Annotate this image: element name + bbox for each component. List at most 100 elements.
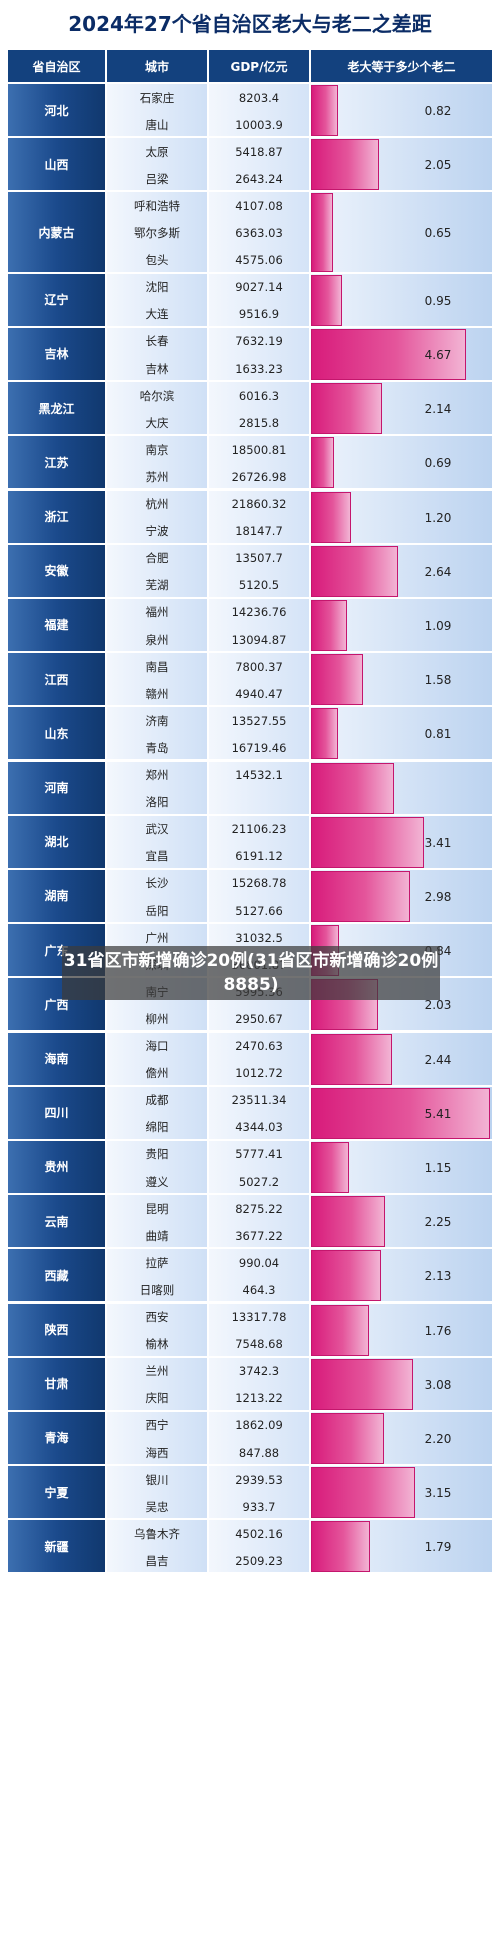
city-column-bg	[107, 1249, 207, 1303]
gdp-value: 13317.78	[231, 1310, 287, 1325]
city-name: 广州	[145, 930, 169, 945]
gdp-value: 1633.23	[235, 361, 283, 376]
city-name: 曲靖	[145, 1228, 169, 1243]
province-cell: 江西	[8, 653, 105, 707]
gdp-value: 1012.72	[235, 1066, 283, 1081]
province-cell: 海南	[8, 1032, 105, 1086]
city-column-bg	[107, 490, 207, 544]
city-name: 庆阳	[145, 1391, 169, 1406]
ratio-label: 5.41	[424, 1106, 452, 1121]
ratio-bar	[311, 193, 333, 272]
province-cell: 宁夏	[8, 1466, 105, 1520]
city-name: 遵义	[145, 1174, 169, 1189]
city-name: 拉萨	[145, 1255, 169, 1270]
city-column-bg	[107, 327, 207, 382]
gdp-value: 14532.1	[235, 768, 283, 783]
column-header: 老大等于多少个老二	[311, 50, 492, 82]
ratio-column-bg	[311, 707, 492, 761]
city-name: 杭州	[145, 497, 169, 512]
province-cell: 江苏	[8, 436, 105, 490]
province-cell: 湖南	[8, 869, 105, 924]
gdp-value: 6191.12	[235, 849, 283, 864]
city-name: 宜昌	[145, 849, 169, 864]
gdp-column-bg	[209, 436, 309, 490]
city-column-bg	[107, 761, 207, 815]
ratio-bar	[311, 1304, 370, 1356]
ratio-label: 1.20	[424, 510, 452, 525]
province-cell: 内蒙古	[8, 192, 105, 273]
city-name: 苏州	[145, 469, 169, 484]
city-column-bg	[107, 1303, 207, 1357]
gdp-column-bg	[209, 1520, 309, 1574]
city-name: 宁波	[145, 524, 169, 539]
city-name: 合肥	[145, 551, 169, 566]
gdp-value: 8275.22	[235, 1201, 283, 1216]
city-name: 岳阳	[145, 903, 169, 918]
gdp-value: 933.7	[242, 1499, 276, 1514]
gdp-column-bg	[209, 1086, 309, 1140]
ratio-bar	[311, 1521, 371, 1573]
gdp-value: 4940.47	[235, 686, 283, 701]
ratio-label: 0.65	[424, 226, 452, 241]
city-column-bg	[107, 138, 207, 192]
city-name: 洛阳	[145, 795, 169, 810]
city-name: 赣州	[145, 686, 169, 701]
ratio-label: 2.03	[424, 998, 452, 1013]
province-cell: 山西	[8, 138, 105, 192]
city-name: 乌鲁木齐	[134, 1526, 180, 1541]
gdp-column-bg	[209, 1466, 309, 1520]
gdp-value: 21106.23	[231, 822, 287, 837]
gdp-column-bg	[209, 707, 309, 761]
city-name: 呼和浩特	[134, 198, 180, 213]
city-column-bg	[107, 84, 207, 138]
ratio-bar	[311, 1196, 386, 1248]
ratio-label: 1.09	[424, 618, 452, 633]
gdp-column-bg	[209, 761, 309, 815]
ratio-bar	[311, 274, 343, 326]
city-name: 吕梁	[145, 171, 169, 186]
city-name: 太原	[145, 144, 169, 159]
gdp-value: 5127.66	[235, 903, 283, 918]
gdp-value: 4107.08	[235, 198, 283, 213]
ratio-label: 4.67	[424, 347, 452, 362]
city-column-bg	[107, 1140, 207, 1195]
gdp-column-bg	[209, 327, 309, 382]
province-cell: 新疆	[8, 1520, 105, 1574]
city-column-bg	[107, 1520, 207, 1574]
gdp-value: 2939.53	[235, 1472, 283, 1487]
gdp-value: 10003.9	[235, 117, 283, 132]
city-name: 福州	[145, 605, 169, 620]
ratio-label: 0.81	[424, 727, 452, 742]
gdp-value: 4575.06	[235, 253, 283, 268]
province-cell: 福建	[8, 598, 105, 653]
gdp-value: 7800.37	[235, 659, 283, 674]
province-cell: 陕西	[8, 1303, 105, 1357]
city-column-bg	[107, 707, 207, 761]
city-name: 吴忠	[145, 1499, 169, 1514]
gdp-column-bg	[209, 869, 309, 924]
gdp-value: 4502.16	[235, 1526, 283, 1541]
ratio-bar	[311, 85, 339, 137]
ratio-bar	[311, 328, 466, 381]
ratio-label: 1.76	[424, 1323, 452, 1338]
ratio-label: 2.13	[424, 1269, 452, 1284]
gdp-value: 23511.34	[231, 1093, 287, 1108]
gdp-value: 7632.19	[235, 334, 283, 349]
gdp-value: 3742.3	[238, 1364, 280, 1379]
gdp-value: 2509.23	[235, 1553, 283, 1568]
city-name: 西宁	[145, 1418, 169, 1433]
ratio-label: 3.15	[424, 1486, 452, 1501]
gdp-value: 1862.09	[235, 1418, 283, 1433]
gdp-value: 6016.3	[238, 388, 280, 403]
ratio-label: 0.69	[424, 456, 452, 471]
gdp-value: 5027.2	[238, 1174, 280, 1189]
ratio-column-bg	[311, 436, 492, 490]
city-column-bg	[107, 436, 207, 490]
gdp-value: 464.3	[242, 1282, 276, 1297]
ratio-bar	[311, 1250, 382, 1302]
ratio-label: 1.58	[424, 673, 452, 688]
city-name: 儋州	[145, 1066, 169, 1081]
ratio-label: 0.95	[424, 293, 452, 308]
city-name: 南昌	[145, 659, 169, 674]
ratio-bar	[311, 1412, 384, 1465]
